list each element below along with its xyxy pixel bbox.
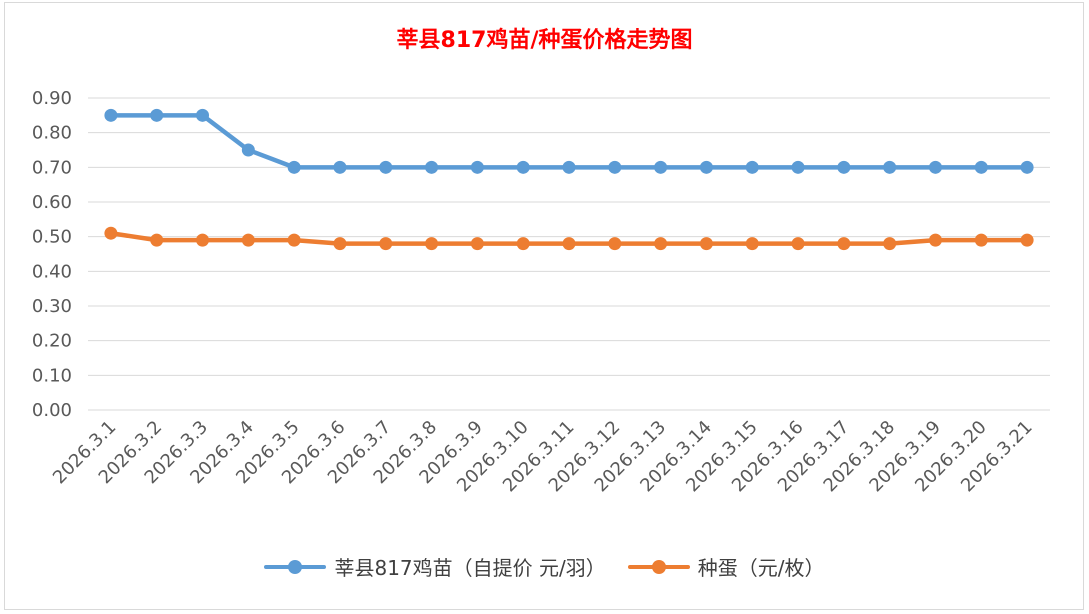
data-point <box>150 108 164 122</box>
data-point <box>654 237 668 251</box>
y-tick-label: 0.20 <box>32 331 72 352</box>
data-point <box>837 237 851 251</box>
y-tick-label: 0.90 <box>32 88 72 109</box>
data-point <box>516 160 530 174</box>
y-tick-label: 0.30 <box>32 296 72 317</box>
data-point <box>699 160 713 174</box>
y-tick-label: 0.80 <box>32 123 72 144</box>
data-point <box>287 160 301 174</box>
data-point <box>791 160 805 174</box>
y-tick-label: 0.70 <box>32 157 72 178</box>
data-point <box>745 160 759 174</box>
data-point <box>287 233 301 247</box>
data-point <box>1020 233 1034 247</box>
legend: 莘县817鸡苗（自提价 元/羽） 种蛋（元/枚） <box>0 552 1089 581</box>
data-point <box>837 160 851 174</box>
data-point <box>425 237 439 251</box>
legend-item-egg: 种蛋（元/枚） <box>627 552 825 581</box>
legend-item-chick: 莘县817鸡苗（自提价 元/羽） <box>264 552 606 581</box>
data-point <box>241 143 255 157</box>
data-point <box>104 226 118 240</box>
data-point <box>791 237 805 251</box>
data-point <box>562 237 576 251</box>
data-point <box>608 160 622 174</box>
legend-label-egg: 种蛋（元/枚） <box>697 556 825 580</box>
data-point <box>425 160 439 174</box>
data-point <box>562 160 576 174</box>
data-point <box>104 108 118 122</box>
chart-title: 莘县817鸡苗/种蛋价格走势图 <box>396 28 693 53</box>
y-tick-label: 0.00 <box>32 400 72 421</box>
legend-marker-chick <box>264 557 327 577</box>
data-point <box>883 237 897 251</box>
data-point <box>608 237 622 251</box>
y-tick-label: 0.40 <box>32 261 72 282</box>
data-point <box>196 233 210 247</box>
y-tick-label: 0.50 <box>32 227 72 248</box>
data-point <box>470 160 484 174</box>
data-point <box>928 233 942 247</box>
data-point <box>516 237 530 251</box>
y-tick-label: 0.10 <box>32 365 72 386</box>
data-point <box>379 160 393 174</box>
data-point <box>654 160 668 174</box>
series-line-0 <box>108 113 1030 170</box>
legend-marker-egg <box>627 557 690 577</box>
data-point <box>241 233 255 247</box>
data-point <box>745 237 759 251</box>
data-point <box>883 160 897 174</box>
data-point <box>333 237 347 251</box>
data-point <box>928 160 942 174</box>
y-tick-label: 0.60 <box>32 192 72 213</box>
data-point <box>379 237 393 251</box>
data-point <box>1020 160 1034 174</box>
data-point <box>974 160 988 174</box>
data-point <box>150 233 164 247</box>
data-point <box>333 160 347 174</box>
data-point <box>974 233 988 247</box>
data-point <box>196 108 210 122</box>
data-point <box>470 237 484 251</box>
data-point <box>699 237 713 251</box>
legend-label-chick: 莘县817鸡苗（自提价 元/羽） <box>334 556 606 580</box>
